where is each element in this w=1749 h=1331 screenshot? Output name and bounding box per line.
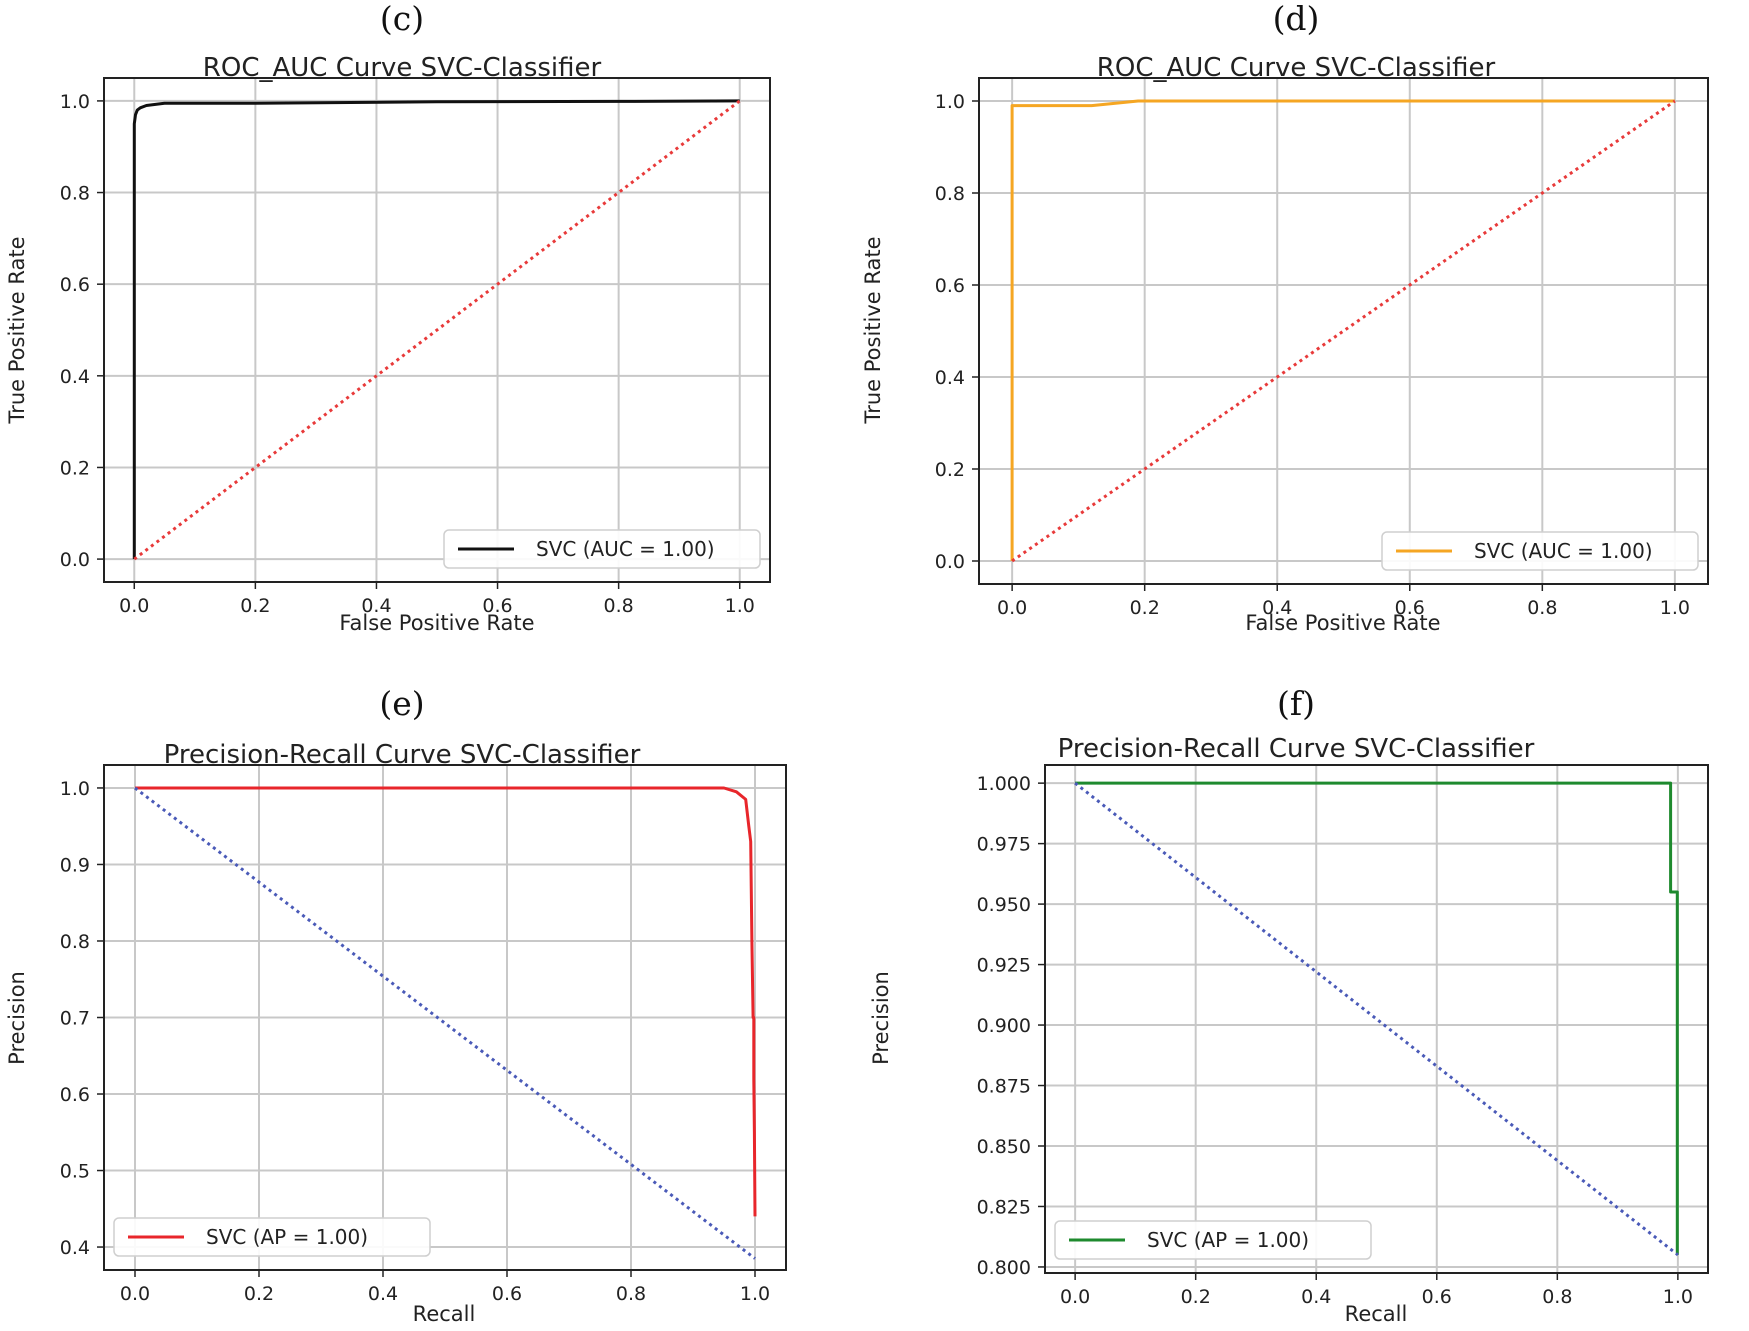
reference-line: [1011, 99, 1676, 563]
reference-line: [134, 786, 756, 1260]
x-tick-label: 1.0: [1663, 1286, 1693, 1308]
plot-area: [1010, 99, 1676, 563]
legend-label: SVC (AP = 1.00): [1147, 1228, 1309, 1252]
x-tick-label: 0.0: [119, 595, 149, 617]
y-tick-label: 0.0: [60, 549, 90, 571]
y-tick-label: 0.8: [935, 183, 965, 205]
legend-label: SVC (AP = 1.00): [206, 1225, 368, 1249]
y-tick-label: 0.5: [60, 1161, 90, 1183]
y-tick-label: 0.875: [977, 1076, 1031, 1098]
y-tick-label: 0.6: [60, 1084, 90, 1106]
chart-panel-f: (f) Precision-Recall Curve SVC-Classifier…: [869, 684, 1709, 1326]
series-line: [132, 99, 740, 560]
legend-label: SVC (AUC = 1.00): [536, 537, 715, 561]
x-tick-label: 0.6: [492, 1283, 522, 1305]
y-tick-label: 0.7: [60, 1008, 90, 1030]
x-tick-label: 0.0: [997, 597, 1027, 619]
y-tick-label: 1.0: [60, 91, 90, 113]
x-tick-label: 1.0: [725, 595, 755, 617]
x-axis-label: Recall: [1345, 1302, 1408, 1326]
y-tick-label: 0.825: [977, 1196, 1031, 1218]
axes-frame: [978, 77, 1709, 585]
panel-label: (f): [1277, 684, 1315, 723]
y-axis-label: True Positive Rate: [861, 236, 885, 424]
legend: SVC (AP = 1.00): [1054, 1220, 1372, 1260]
x-tick-label: 0.6: [482, 595, 512, 617]
x-tick-label: 0.8: [616, 1283, 646, 1305]
y-tick-label: 0.975: [977, 834, 1031, 856]
x-tick-label: 0.8: [1542, 1286, 1572, 1308]
reference-line: [1074, 781, 1679, 1257]
plot-area: [132, 99, 741, 561]
y-tick-label: 0.6: [935, 275, 965, 297]
chart-title: Precision-Recall Curve SVC-Classifier: [1058, 734, 1535, 764]
reference-line: [133, 99, 741, 561]
x-tick-label: 0.8: [604, 595, 634, 617]
panel-label: (d): [1273, 0, 1320, 38]
axes-frame: [103, 764, 787, 1271]
legend-label: SVC (AUC = 1.00): [1474, 539, 1653, 563]
series-line: [1075, 781, 1679, 1255]
y-axis-label: Precision: [5, 971, 29, 1065]
y-tick-label: 1.0: [60, 778, 90, 800]
axes-frame: [103, 77, 771, 583]
y-axis-label: Precision: [869, 971, 893, 1065]
plot-area: [134, 786, 757, 1260]
x-axis-label: False Positive Rate: [339, 611, 534, 635]
x-tick-label: 0.4: [1301, 1286, 1331, 1308]
y-tick-label: 0.925: [977, 955, 1031, 977]
y-tick-label: 0.9: [60, 854, 90, 876]
chart-panel-e: (e)Precision-Recall Curve SVC-Classifier…: [5, 684, 787, 1326]
legend-box: [443, 529, 761, 569]
series-line: [1010, 99, 1675, 561]
y-tick-label: 0.8: [60, 931, 90, 953]
panel-label: (c): [380, 0, 424, 38]
y-tick-label: 0.850: [977, 1136, 1031, 1158]
x-tick-label: 0.2: [1130, 597, 1160, 619]
y-tick-label: 0.950: [977, 894, 1031, 916]
panel-label: (e): [379, 684, 424, 723]
legend-box: [1054, 1220, 1372, 1260]
y-tick-label: 0.6: [60, 274, 90, 296]
y-tick-label: 0.900: [977, 1015, 1031, 1037]
x-tick-label: 0.2: [240, 595, 270, 617]
y-tick-label: 0.800: [977, 1257, 1031, 1279]
y-axis-label: True Positive Rate: [5, 236, 29, 424]
x-tick-label: 0.8: [1527, 597, 1557, 619]
x-tick-label: 0.2: [244, 1283, 274, 1305]
x-tick-label: 0.6: [1422, 1286, 1452, 1308]
x-axis-label: Recall: [413, 1302, 476, 1326]
x-axis-label: False Positive Rate: [1245, 611, 1440, 635]
y-tick-label: 0.2: [60, 457, 90, 479]
y-tick-label: 0.0: [935, 551, 965, 573]
y-tick-label: 1.000: [977, 773, 1031, 795]
y-tick-label: 0.4: [935, 367, 965, 389]
legend-box: [1381, 531, 1699, 571]
plot-area: [1074, 781, 1679, 1257]
legend: SVC (AP = 1.00): [113, 1217, 431, 1257]
x-tick-label: 1.0: [1660, 597, 1690, 619]
y-tick-label: 0.2: [935, 459, 965, 481]
legend-box: [113, 1217, 431, 1257]
axes-frame: [1044, 764, 1709, 1274]
y-tick-label: 0.4: [60, 366, 90, 388]
x-tick-label: 1.0: [740, 1283, 770, 1305]
legend: SVC (AUC = 1.00): [443, 529, 761, 569]
x-tick-label: 0.4: [361, 595, 391, 617]
x-tick-label: 0.6: [1395, 597, 1425, 619]
x-tick-label: 0.2: [1181, 1286, 1211, 1308]
y-tick-label: 0.4: [60, 1237, 90, 1259]
y-tick-label: 0.8: [60, 183, 90, 205]
x-tick-label: 0.4: [1262, 597, 1292, 619]
y-tick-label: 1.0: [935, 91, 965, 113]
x-tick-label: 0.0: [1060, 1286, 1090, 1308]
x-tick-label: 0.4: [368, 1283, 398, 1305]
legend: SVC (AUC = 1.00): [1381, 531, 1699, 571]
series-line: [135, 786, 757, 1217]
x-tick-label: 0.0: [120, 1283, 150, 1305]
